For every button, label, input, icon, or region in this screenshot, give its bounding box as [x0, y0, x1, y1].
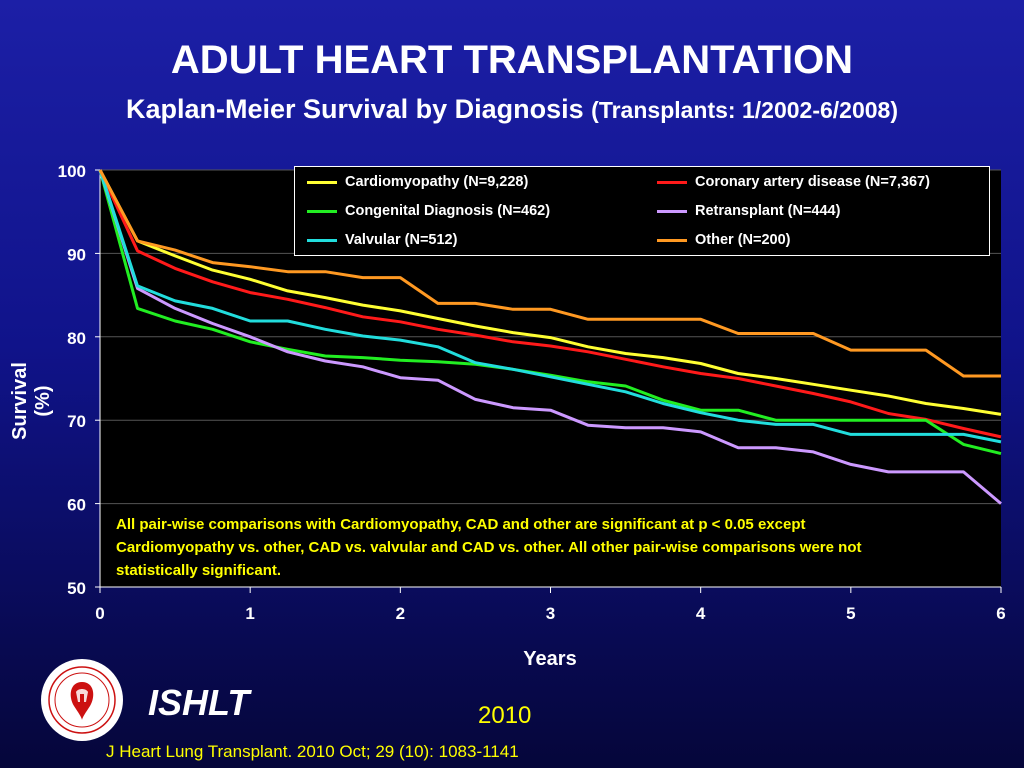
significance-note: All pair-wise comparisons with Cardiomyo… [116, 516, 862, 579]
legend-label: Valvular (N=512) [345, 232, 458, 248]
y-tick-label: 60 [67, 496, 86, 515]
tick-labels: 50 60 70 80 90 100 0 1 2 3 4 5 6 [58, 162, 1006, 623]
legend-swatch [657, 238, 687, 242]
series-line-1 [98, 169, 1002, 416]
y-tick-label: 80 [67, 329, 86, 348]
legend-item-2: Coronary artery disease (N=7,367) [657, 170, 930, 194]
legend-swatch [657, 209, 687, 213]
series-lines [98, 169, 1002, 505]
legend-item-4: Retransplant (N=444) [657, 199, 840, 223]
x-tick-label: 6 [996, 604, 1005, 623]
series-line-5 [98, 169, 1002, 444]
legend-label: Congenital Diagnosis (N=462) [345, 203, 551, 219]
legend-swatch [657, 180, 687, 184]
chart-legend: Cardiomyopathy (N=9,228) Coronary artery … [294, 166, 990, 256]
x-tick-label: 2 [396, 604, 405, 623]
slide-subtitle: Kaplan-Meier Survival by Diagnosis (Tran… [0, 94, 1024, 125]
slide-title: ADULT HEART TRANSPLANTATION [170, 38, 854, 82]
legend-item-6: Other (N=200) [657, 228, 791, 252]
y-tick-label: 50 [67, 579, 86, 598]
legend-label: Other (N=200) [695, 232, 791, 248]
x-tick-label: 5 [846, 604, 855, 623]
legend-item-3: Congenital Diagnosis (N=462) [307, 199, 550, 223]
axes [95, 169, 1002, 593]
legend-swatch [307, 180, 337, 184]
y-tick-label: 100 [58, 162, 86, 181]
x-tick-label: 1 [245, 604, 254, 623]
brand-name: ISHLT [148, 682, 250, 723]
x-tick-label: 0 [95, 604, 104, 623]
legend-label: Coronary artery disease (N=7,367) [695, 174, 930, 190]
legend-item-1: Cardiomyopathy (N=9,228) [307, 170, 528, 194]
legend-item-5: Valvular (N=512) [307, 228, 457, 252]
y-tick-label: 70 [67, 412, 86, 431]
y-axis-label: Survival (%) [9, 362, 54, 440]
y-tick-label: 90 [67, 245, 86, 264]
legend-swatch [307, 238, 337, 242]
legend-swatch [307, 209, 337, 213]
series-line-6 [98, 169, 1001, 378]
ishlt-logo [41, 659, 123, 741]
subtitle-date-range: (Transplants: 1/2002-6/2008) [591, 97, 898, 123]
legend-label: Retransplant (N=444) [695, 203, 841, 219]
legend-label: Cardiomyopathy (N=9,228) [345, 174, 529, 190]
series-line-2 [98, 169, 1002, 439]
series-line-3 [98, 169, 1002, 456]
publication-year: 2010 [478, 702, 532, 729]
series-line-4 [98, 169, 1002, 505]
subtitle-main: Kaplan-Meier Survival by Diagnosis [126, 94, 584, 124]
x-axis-label: Years [523, 648, 577, 670]
x-tick-label: 4 [696, 604, 706, 623]
citation: J Heart Lung Transplant. 2010 Oct; 29 (1… [106, 742, 519, 761]
x-tick-label: 3 [546, 604, 555, 623]
